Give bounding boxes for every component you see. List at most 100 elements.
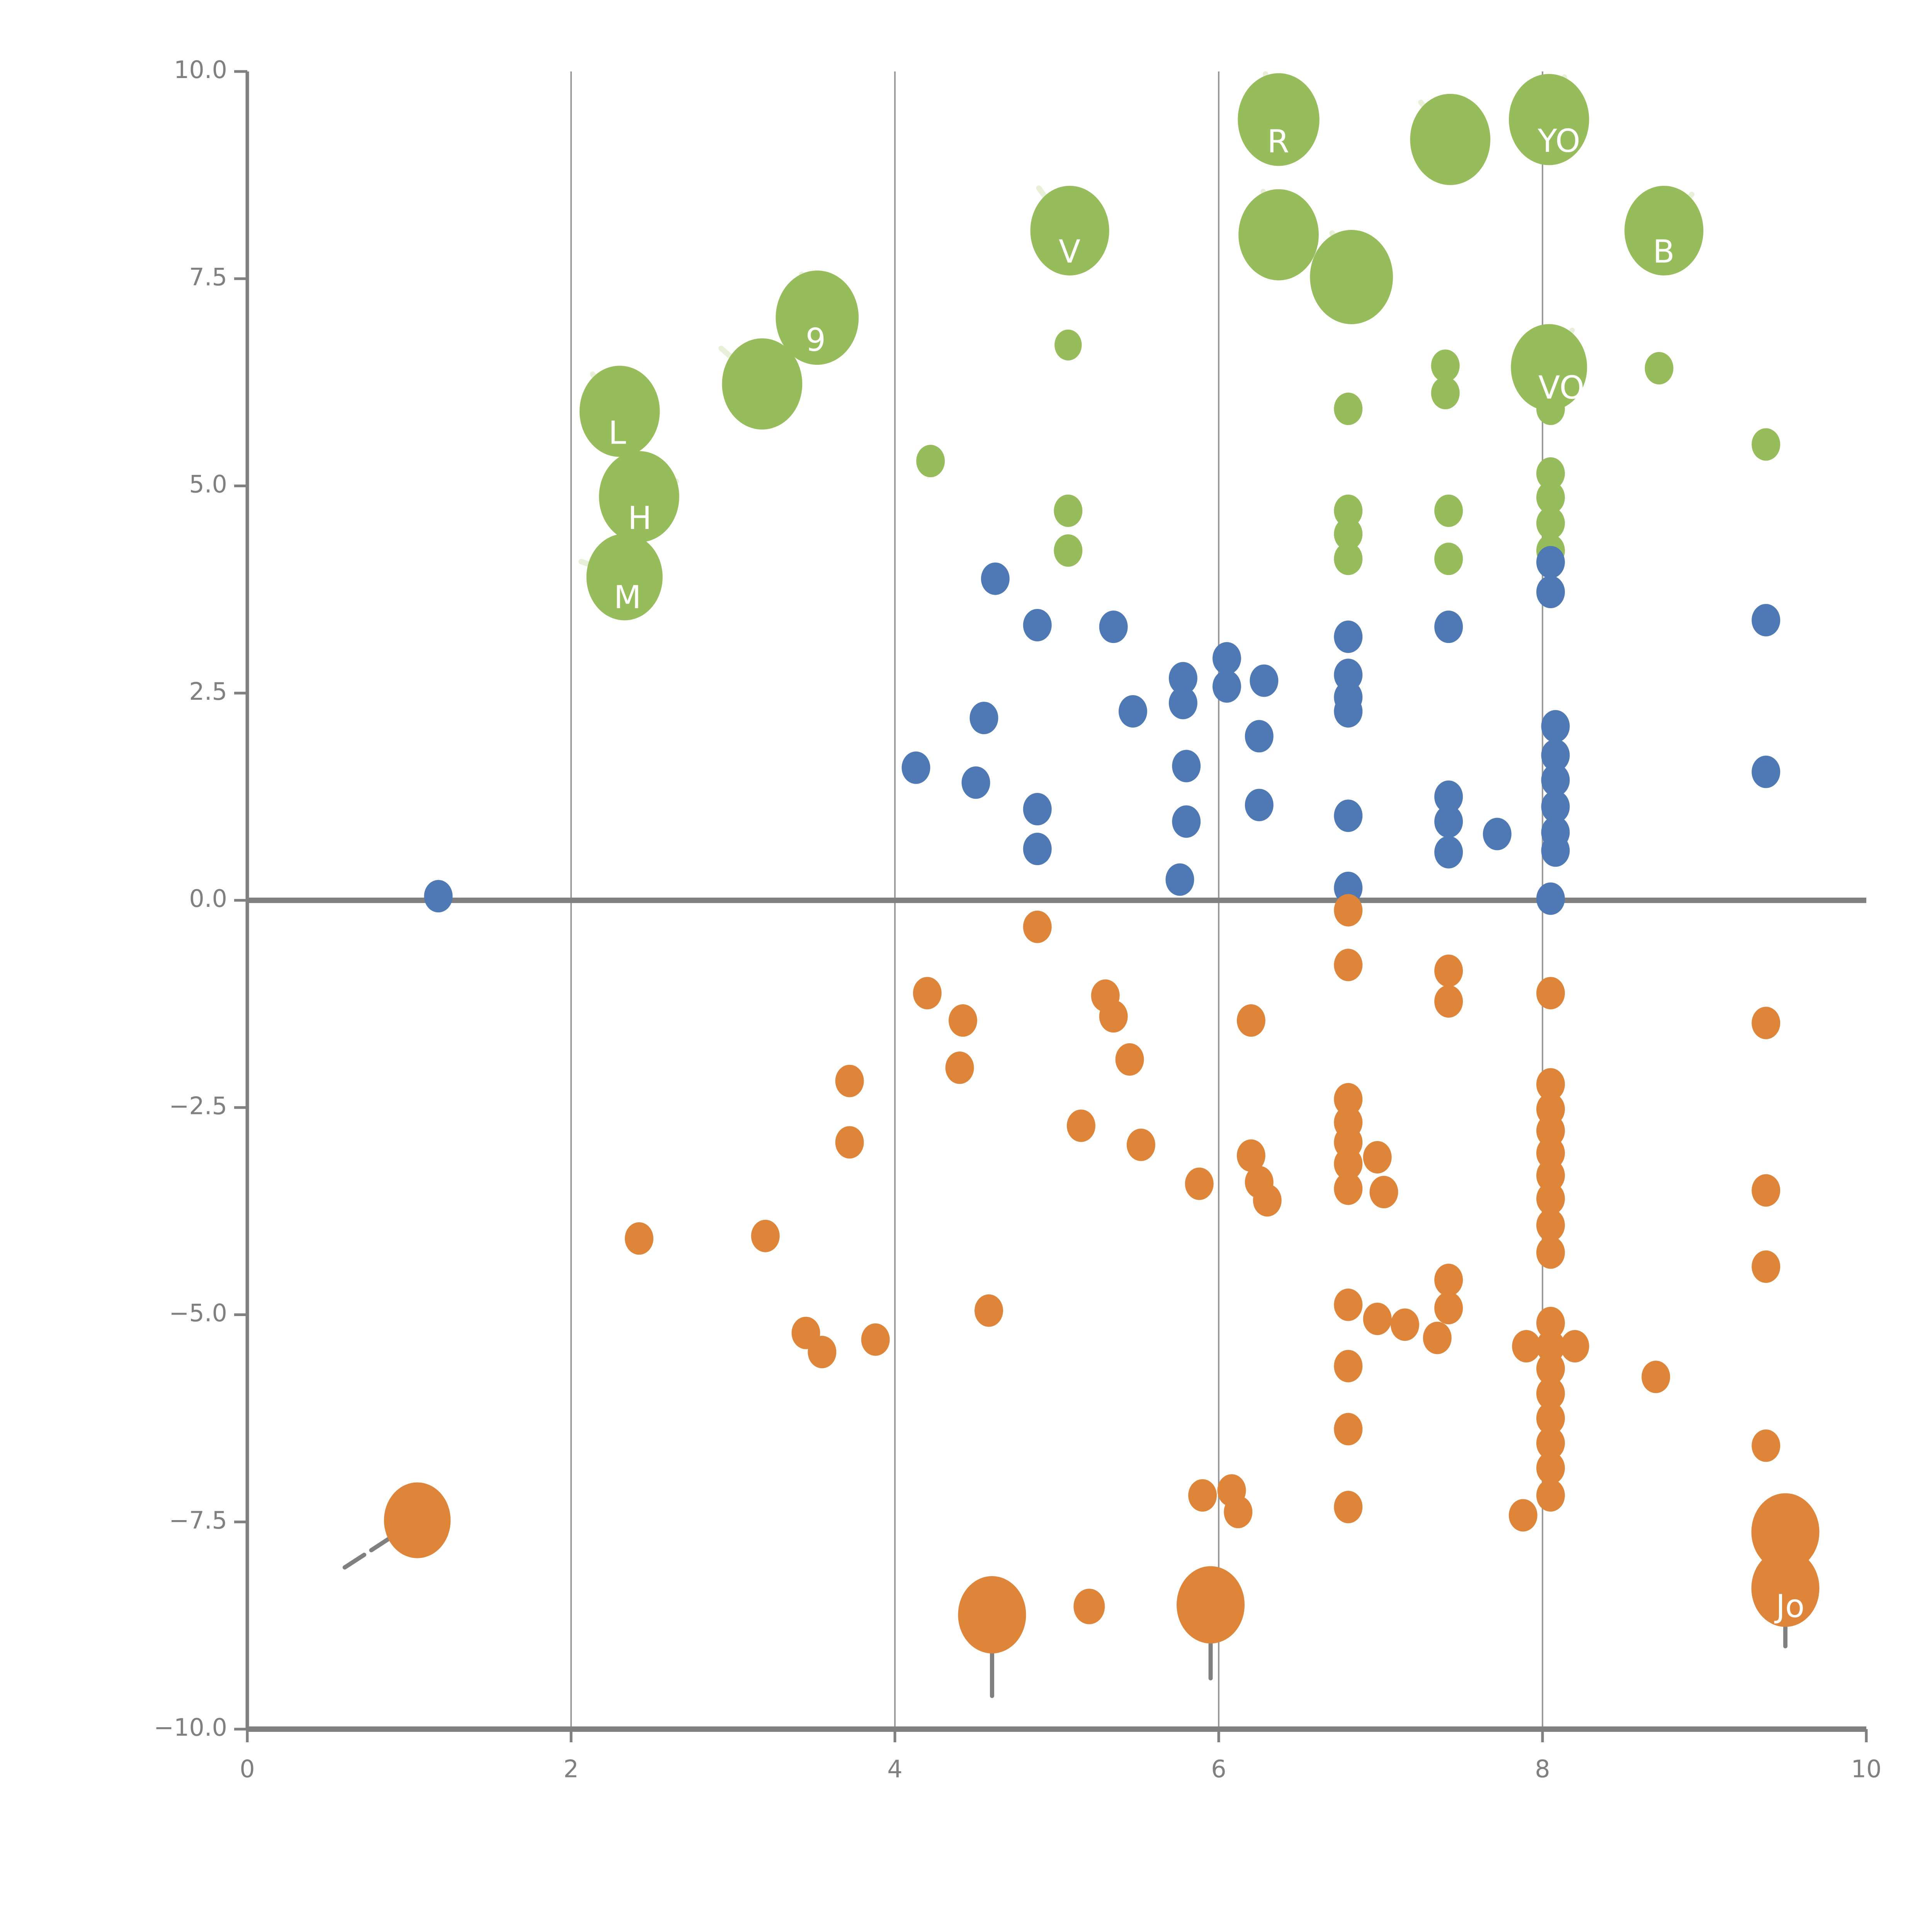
data-point-orange-49[interactable]	[1512, 1330, 1541, 1363]
data-point-blue-4[interactable]	[981, 562, 1010, 595]
data-point-orange-45[interactable]	[1363, 1303, 1392, 1335]
data-point-orange-67[interactable]	[1536, 1479, 1565, 1512]
data-point-green-17[interactable]	[1334, 393, 1363, 425]
data-point-green-4[interactable]	[776, 270, 859, 365]
data-point-orange-11[interactable]	[1099, 1000, 1128, 1033]
data-point-orange-51[interactable]	[1560, 1330, 1589, 1363]
data-point-orange-18[interactable]	[835, 1065, 864, 1097]
data-point-orange-50[interactable]	[1536, 1330, 1565, 1363]
data-point-blue-0[interactable]	[424, 880, 453, 913]
data-point-orange-4[interactable]	[1751, 1549, 1820, 1627]
data-point-green-28[interactable]	[1752, 428, 1781, 461]
data-point-orange-68[interactable]	[1334, 1413, 1363, 1446]
data-point-blue-33[interactable]	[1541, 710, 1570, 743]
data-point-green-6[interactable]	[1238, 73, 1320, 166]
data-point-orange-36[interactable]	[751, 1219, 780, 1252]
data-point-blue-3[interactable]	[969, 702, 998, 735]
data-point-orange-34[interactable]	[1752, 1174, 1781, 1207]
data-point-orange-12[interactable]	[1115, 1043, 1144, 1076]
data-point-orange-63[interactable]	[1536, 1377, 1565, 1410]
data-point-orange-21[interactable]	[1066, 1109, 1095, 1142]
data-point-blue-12[interactable]	[1172, 750, 1201, 782]
data-point-green-31[interactable]	[1334, 543, 1363, 575]
data-point-green-3[interactable]	[722, 338, 803, 430]
data-point-green-10[interactable]	[1509, 74, 1589, 165]
data-point-orange-57[interactable]	[1536, 1114, 1565, 1147]
data-point-orange-0[interactable]	[384, 1482, 451, 1558]
data-point-orange-14[interactable]	[1434, 954, 1463, 987]
data-point-blue-8[interactable]	[1099, 611, 1128, 643]
data-point-green-20[interactable]	[1434, 494, 1463, 527]
data-point-orange-1[interactable]	[958, 1576, 1026, 1653]
data-point-blue-26[interactable]	[1434, 611, 1463, 643]
data-point-orange-9[interactable]	[949, 1004, 977, 1037]
data-point-orange-15[interactable]	[1434, 985, 1463, 1018]
data-point-green-8[interactable]	[1310, 230, 1393, 324]
data-point-orange-52[interactable]	[1536, 1306, 1565, 1339]
data-point-green-19[interactable]	[1431, 377, 1460, 410]
data-point-orange-20[interactable]	[945, 1051, 974, 1084]
data-point-orange-30[interactable]	[1334, 1148, 1363, 1180]
data-point-orange-64[interactable]	[1536, 1402, 1565, 1435]
data-point-blue-40[interactable]	[1752, 604, 1781, 636]
data-point-blue-16[interactable]	[1212, 670, 1241, 703]
data-point-orange-33[interactable]	[1369, 1176, 1398, 1209]
marker-group[interactable]	[384, 73, 1820, 1653]
data-point-orange-48[interactable]	[1334, 1350, 1363, 1383]
data-point-green-9[interactable]	[1410, 94, 1491, 185]
data-point-green-27[interactable]	[1645, 352, 1673, 384]
data-point-blue-14[interactable]	[1165, 863, 1194, 896]
data-point-blue-35[interactable]	[1541, 764, 1570, 796]
data-point-blue-7[interactable]	[1023, 833, 1052, 866]
data-point-green-24[interactable]	[1536, 481, 1565, 514]
data-point-orange-66[interactable]	[1536, 1452, 1565, 1485]
data-point-orange-46[interactable]	[1390, 1308, 1419, 1341]
data-point-blue-13[interactable]	[1172, 805, 1201, 838]
data-point-blue-24[interactable]	[1334, 799, 1363, 832]
data-point-blue-31[interactable]	[1536, 546, 1565, 578]
data-point-orange-55[interactable]	[1536, 1068, 1565, 1101]
data-point-blue-36[interactable]	[1541, 790, 1570, 823]
data-point-orange-22[interactable]	[1126, 1128, 1155, 1161]
data-point-orange-73[interactable]	[1509, 1499, 1537, 1532]
data-point-blue-6[interactable]	[1023, 793, 1052, 826]
data-point-orange-5[interactable]	[1023, 910, 1052, 943]
data-point-blue-39[interactable]	[1536, 882, 1565, 915]
data-point-orange-72[interactable]	[1224, 1496, 1253, 1529]
data-point-orange-69[interactable]	[1334, 1491, 1363, 1524]
data-point-orange-35[interactable]	[625, 1222, 653, 1255]
data-point-orange-6[interactable]	[1334, 894, 1363, 927]
data-point-blue-2[interactable]	[961, 766, 990, 799]
data-point-orange-54[interactable]	[1641, 1361, 1670, 1393]
data-point-orange-39[interactable]	[1434, 1292, 1463, 1325]
data-point-green-30[interactable]	[1334, 517, 1363, 550]
data-point-blue-27[interactable]	[1434, 780, 1463, 813]
data-point-orange-16[interactable]	[1536, 977, 1565, 1010]
data-point-orange-42[interactable]	[808, 1336, 837, 1369]
data-point-orange-27[interactable]	[1334, 1083, 1363, 1116]
data-point-orange-31[interactable]	[1334, 1172, 1363, 1205]
data-point-orange-74[interactable]	[1752, 1429, 1781, 1462]
data-point-orange-17[interactable]	[1752, 1007, 1781, 1039]
data-point-green-16[interactable]	[1054, 534, 1083, 567]
data-point-orange-53[interactable]	[1536, 1352, 1565, 1385]
data-point-green-12[interactable]	[1624, 185, 1704, 276]
data-point-blue-29[interactable]	[1434, 836, 1463, 869]
data-point-blue-11[interactable]	[1168, 687, 1197, 719]
data-point-blue-18[interactable]	[1245, 720, 1274, 753]
data-point-orange-47[interactable]	[1423, 1321, 1452, 1354]
data-point-blue-23[interactable]	[1334, 695, 1363, 728]
data-point-orange-26[interactable]	[1253, 1184, 1282, 1217]
data-point-green-22[interactable]	[1536, 393, 1565, 425]
data-point-blue-5[interactable]	[1023, 609, 1052, 641]
data-point-orange-58[interactable]	[1536, 1137, 1565, 1170]
data-point-green-13[interactable]	[916, 445, 945, 478]
data-point-green-23[interactable]	[1536, 457, 1565, 490]
data-point-blue-34[interactable]	[1541, 739, 1570, 772]
data-point-blue-15[interactable]	[1212, 642, 1241, 675]
data-point-blue-21[interactable]	[1334, 658, 1363, 691]
data-point-green-25[interactable]	[1536, 507, 1565, 540]
data-point-orange-60[interactable]	[1536, 1182, 1565, 1215]
data-point-blue-25[interactable]	[1334, 871, 1363, 904]
data-point-blue-20[interactable]	[1334, 620, 1363, 653]
